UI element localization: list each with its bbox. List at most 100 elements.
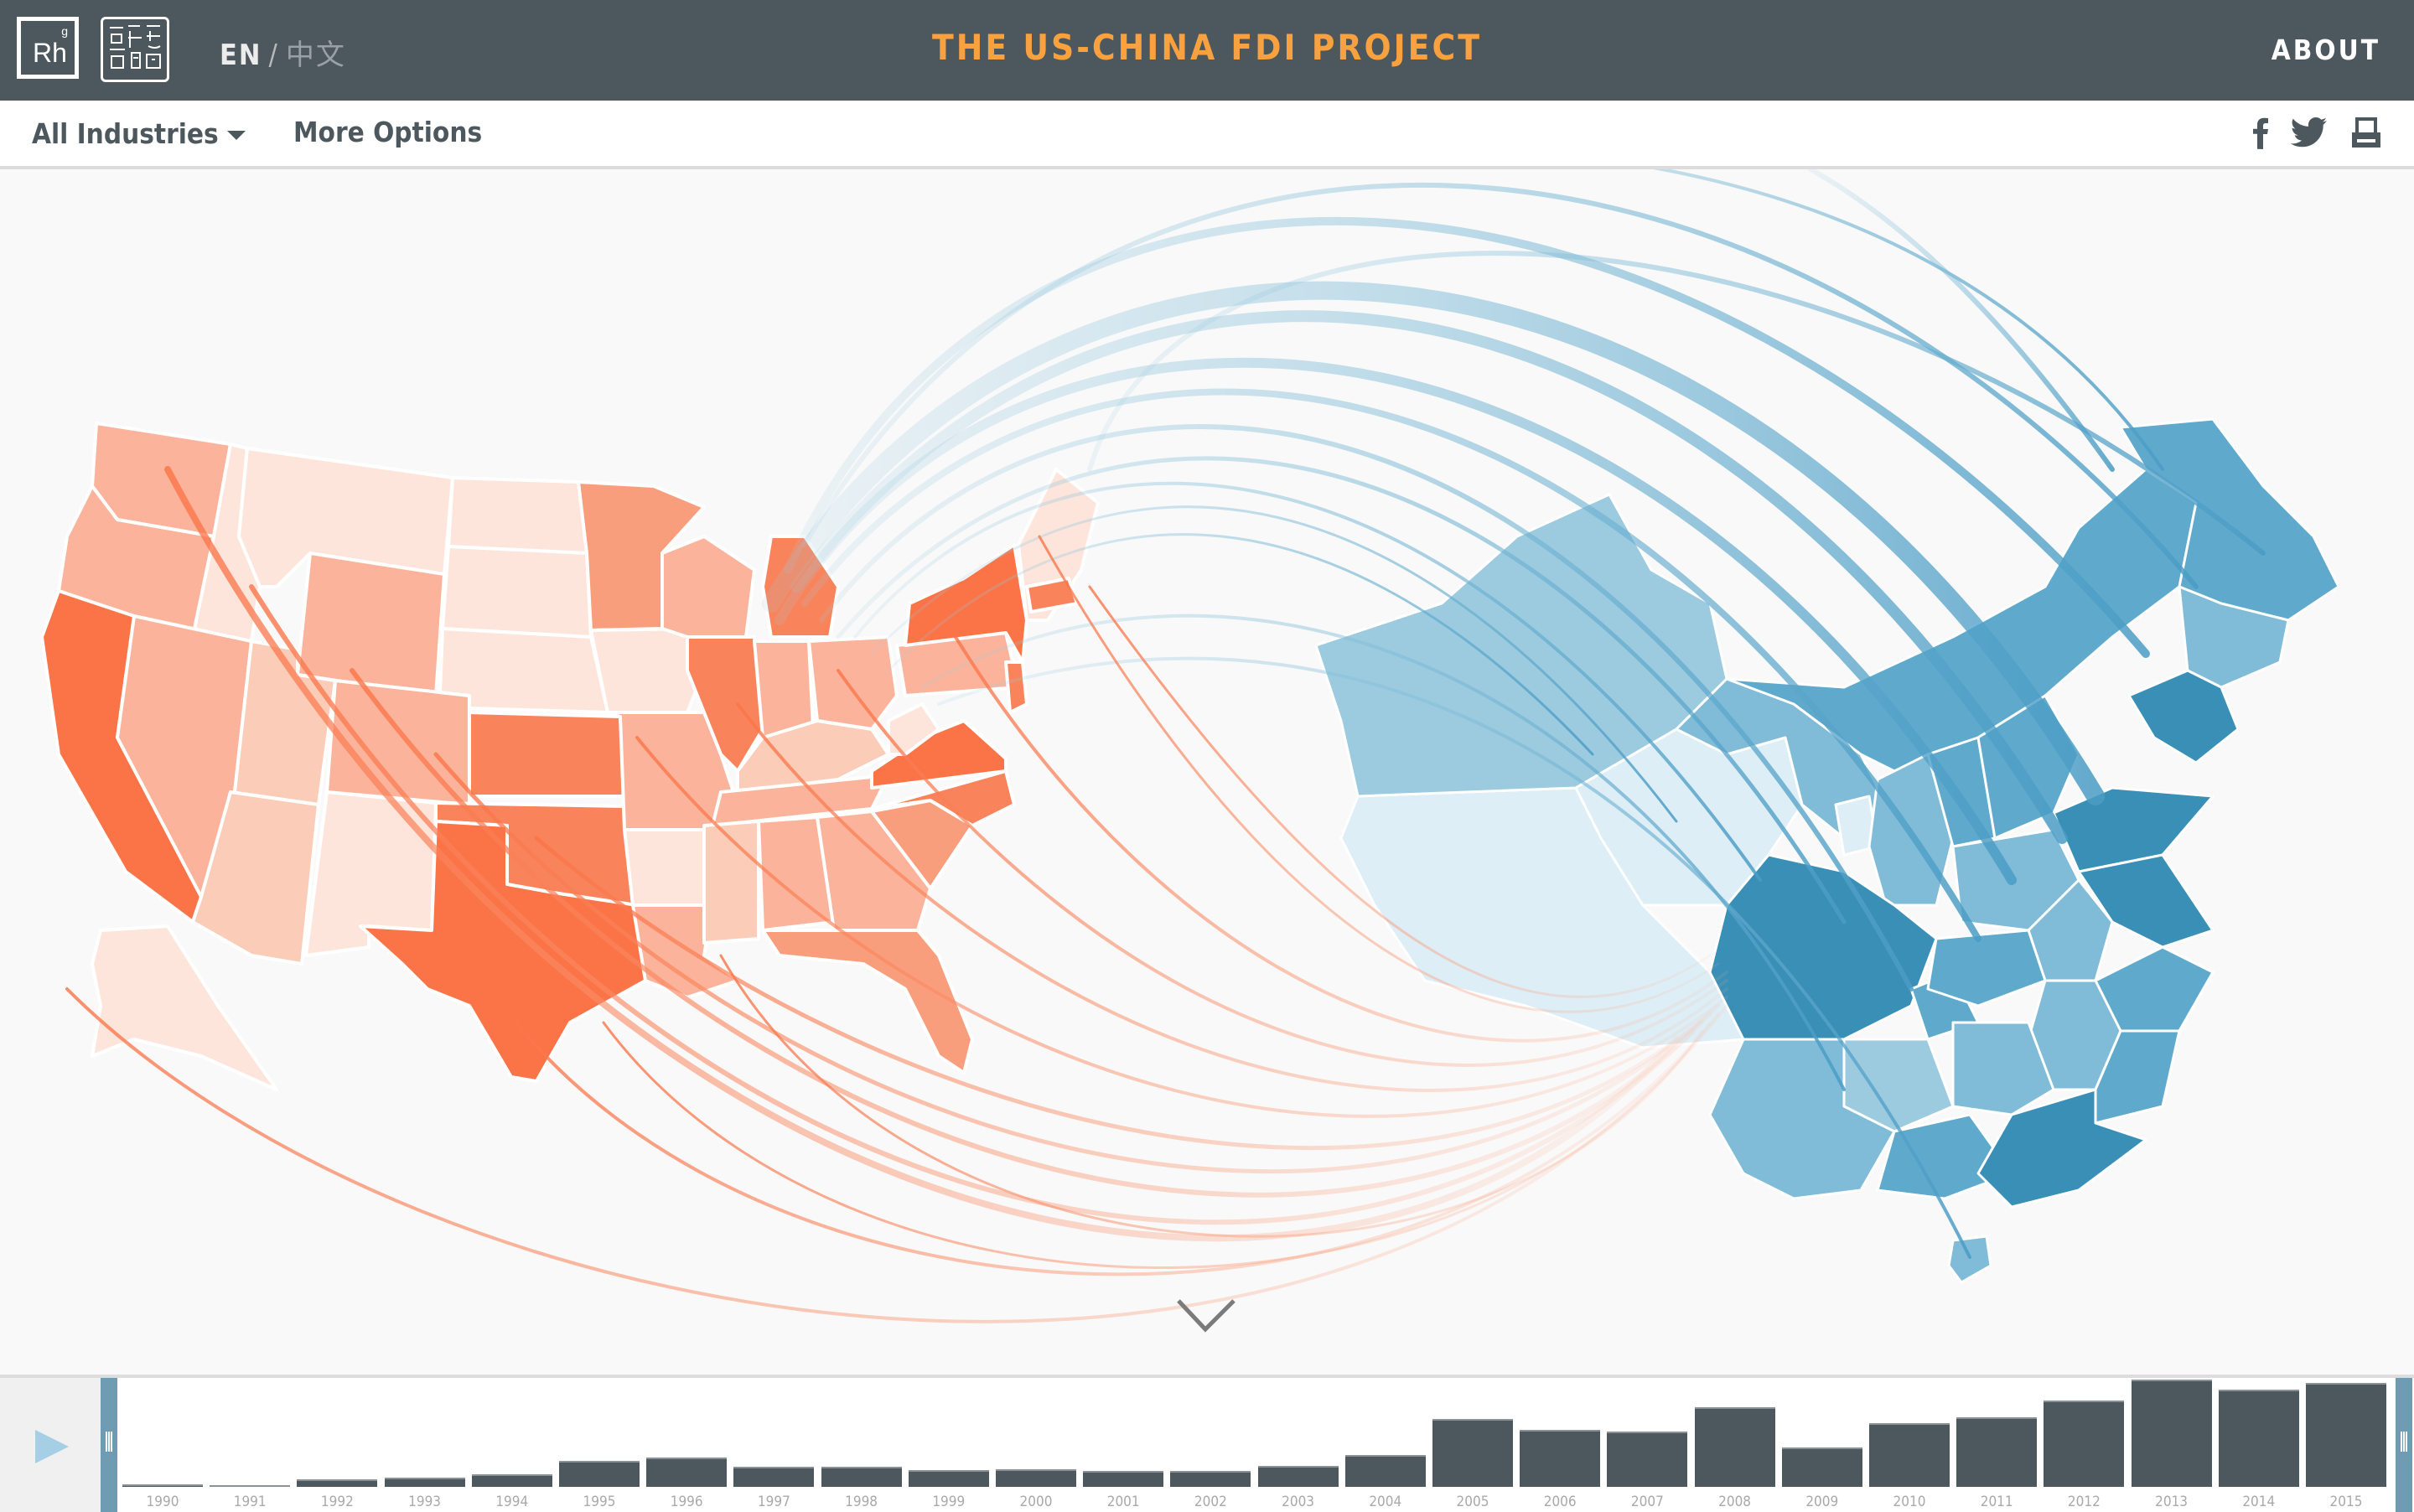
year-label: 2007 [1630, 1494, 1664, 1510]
year-label: 1995 [583, 1494, 616, 1510]
year-bar[interactable] [1257, 1466, 1339, 1487]
industries-label: All Industries [32, 117, 219, 150]
province-liaoning [2127, 669, 2240, 764]
year-label: 2006 [1543, 1494, 1577, 1510]
province-guangdong [1976, 1088, 2147, 1209]
year-bar[interactable] [1520, 1430, 1601, 1487]
province-shandong [2052, 786, 2215, 873]
caret-down-icon [226, 131, 246, 140]
grip-icon [2401, 1432, 2407, 1452]
print-icon[interactable] [2350, 116, 2382, 149]
range-start-handle[interactable] [101, 1378, 117, 1512]
year-bar[interactable] [1869, 1423, 1950, 1487]
more-options-button[interactable]: More Options [293, 116, 483, 148]
year-bar[interactable] [2306, 1383, 2386, 1487]
twitter-icon[interactable] [2290, 116, 2327, 149]
year-bar[interactable] [471, 1474, 552, 1487]
province-xinjiang [1314, 493, 1728, 798]
year-label: 2003 [1282, 1494, 1315, 1510]
app-header: Rh g EN / 中文 THE US-CHINA FDI PROJECT ABOU… [0, 0, 2414, 101]
year-label: 2013 [2155, 1494, 2189, 1510]
state-west-virginia [887, 702, 940, 756]
year-label: 1998 [845, 1494, 878, 1510]
year-label: 1999 [932, 1494, 966, 1510]
seal-logo-icon[interactable] [101, 17, 169, 82]
year-label: 2010 [1893, 1494, 1926, 1510]
year-bar[interactable] [1694, 1407, 1775, 1487]
investment-bar-chart[interactable]: 1990 1991 1992 1993 1994 1995 1996 1997 1998 1999… [122, 1378, 2392, 1512]
state-north-dakota [447, 476, 588, 555]
year-label: 2009 [1805, 1494, 1839, 1510]
state-ohio [807, 635, 899, 731]
language-switcher: EN / 中文 [220, 32, 346, 73]
year-bar[interactable] [821, 1467, 902, 1487]
grip-icon [106, 1432, 112, 1452]
us-map [40, 422, 1100, 1091]
year-bar[interactable] [122, 1484, 203, 1487]
year-bar[interactable] [733, 1467, 815, 1487]
year-bar[interactable] [908, 1470, 989, 1487]
year-label: 2011 [1980, 1494, 2013, 1510]
year-label: 2008 [1718, 1494, 1752, 1510]
logo-text: Rh [33, 38, 67, 68]
province-sichuan [1708, 853, 1938, 1049]
year-label: 2005 [1456, 1494, 1489, 1510]
year-bar[interactable] [2131, 1380, 2212, 1487]
year-bar[interactable] [559, 1461, 640, 1487]
state-wyoming [296, 551, 446, 697]
lang-en-link[interactable]: EN [220, 39, 262, 72]
play-button[interactable] [0, 1378, 101, 1512]
chevron-down-icon [1177, 1299, 1235, 1333]
year-bar[interactable] [996, 1469, 1076, 1487]
about-link[interactable]: ABOUT [2271, 34, 2380, 66]
state-florida [761, 929, 974, 1074]
year-label: 2002 [1194, 1494, 1227, 1510]
year-label: 1992 [320, 1494, 354, 1510]
china-to-us-flows [65, 466, 1728, 1323]
range-end-handle[interactable] [2396, 1378, 2412, 1512]
logo-superscript: g [61, 24, 68, 38]
year-timeline: 1990 1991 1992 1993 1994 1995 1996 1997 1998 1999… [0, 1375, 2414, 1512]
state-wisconsin [660, 535, 756, 639]
state-georgia [816, 810, 932, 932]
fdi-flow-map[interactable] [0, 169, 2414, 1375]
page-title: THE US-CHINA FDI PROJECT [931, 27, 1483, 68]
province-hainan [1947, 1235, 1992, 1284]
year-bar[interactable] [1432, 1419, 1513, 1487]
toolbar: All Industries More Options [0, 101, 2414, 169]
year-bar[interactable] [1607, 1432, 1688, 1487]
year-label: 1996 [670, 1494, 703, 1510]
state-kansas [468, 711, 626, 798]
year-bar[interactable] [2044, 1401, 2125, 1487]
year-label: 2015 [2329, 1494, 2363, 1510]
year-bar[interactable] [1170, 1471, 1251, 1487]
state-arizona [191, 790, 320, 966]
year-label: 1990 [146, 1494, 179, 1510]
year-label: 1993 [408, 1494, 442, 1510]
rhodium-logo[interactable]: Rh g [17, 17, 79, 79]
year-bar[interactable] [646, 1458, 728, 1487]
year-bar[interactable] [297, 1479, 378, 1487]
lang-zh-link[interactable]: 中文 [285, 39, 346, 72]
state-new-jersey [1004, 660, 1028, 714]
year-label: 1997 [757, 1494, 790, 1510]
industries-dropdown[interactable]: All Industries [32, 117, 246, 150]
province-guangxi [1876, 1113, 2013, 1200]
year-label: 2014 [2242, 1494, 2276, 1510]
year-label: 1991 [233, 1494, 267, 1510]
province-hunan [1951, 1021, 2055, 1116]
us-to-china-flows [762, 169, 2266, 1259]
state-massachusetts [1025, 577, 1079, 614]
year-bar[interactable] [1956, 1417, 2038, 1487]
year-bar[interactable] [1083, 1471, 1164, 1487]
year-bar[interactable] [1781, 1447, 1862, 1487]
state-alaska [91, 924, 278, 1091]
state-texas [359, 820, 647, 1083]
year-label: 2012 [2067, 1494, 2101, 1510]
year-bar[interactable] [1344, 1455, 1426, 1487]
facebook-icon[interactable] [2253, 116, 2270, 149]
year-bar[interactable] [210, 1485, 291, 1487]
year-bar[interactable] [384, 1478, 465, 1487]
state-south-dakota [441, 545, 593, 639]
year-bar[interactable] [2218, 1390, 2299, 1487]
